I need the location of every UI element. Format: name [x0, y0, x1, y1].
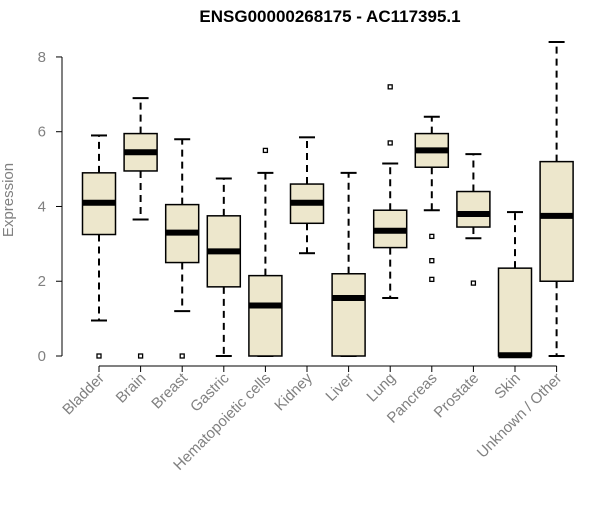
outlier-point	[387, 84, 393, 90]
box-group	[497, 211, 533, 359]
outlier-point	[387, 140, 393, 146]
y-tick-label: 4	[38, 198, 46, 215]
outlier-point	[470, 280, 477, 286]
iqr-box	[331, 273, 366, 357]
x-tick-label: Bladder	[59, 370, 108, 419]
box-group	[123, 97, 158, 359]
x-tick-label: Kidney	[271, 369, 316, 414]
outlier-point	[429, 276, 435, 283]
x-tick-label: Lung	[363, 370, 399, 406]
outlier-point	[429, 258, 435, 264]
box-group	[414, 115, 450, 283]
boxes-group	[81, 41, 574, 359]
box-group	[206, 177, 242, 357]
outlier-point	[429, 233, 435, 240]
x-tick-label: Prostate	[431, 370, 483, 422]
box-group	[539, 41, 574, 357]
y-tick-label: 6	[38, 124, 46, 141]
chart-title: ENSG00000268175 - AC117395.1	[199, 7, 460, 26]
x-tick-label: Breast	[148, 369, 191, 412]
outlier-point	[96, 353, 102, 359]
y-tick-label: 0	[38, 348, 46, 365]
iqr-box	[539, 160, 574, 282]
box-group	[248, 147, 283, 357]
y-axis-label: Expression	[0, 163, 17, 237]
box-group	[372, 84, 408, 300]
box-group	[289, 136, 325, 255]
x-tick-label: Skin	[491, 370, 524, 403]
outlier-point	[137, 353, 144, 359]
box-group	[331, 171, 366, 357]
iqr-box	[248, 274, 283, 357]
y-tick-label: 8	[38, 49, 46, 66]
x-tick-label: Liver	[322, 370, 357, 405]
y-tick-label: 2	[38, 273, 46, 290]
box-group	[456, 153, 491, 286]
box-group	[81, 134, 117, 359]
outlier-point	[262, 147, 269, 154]
y-axis: 0 2 4 6 8	[38, 49, 63, 365]
outlier-point	[179, 353, 185, 359]
x-tick-label: Brain	[113, 370, 150, 407]
box-group	[164, 138, 200, 359]
iqr-box	[497, 267, 533, 357]
iqr-box	[456, 190, 491, 228]
